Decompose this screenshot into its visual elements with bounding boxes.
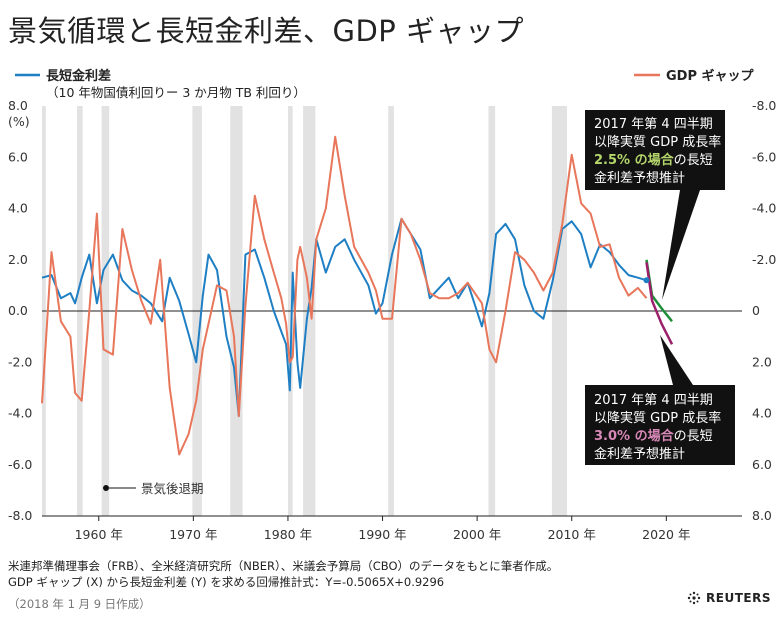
legend-spread-label: 長短金利差 bbox=[46, 68, 111, 84]
y-right-tick-label: 6.0 bbox=[752, 457, 772, 472]
y-left-tick-label: -4.0 bbox=[8, 406, 32, 421]
x-tick-label: 1960 年 bbox=[75, 527, 123, 542]
annotation-upper-highlight: 2.5% の場合 bbox=[594, 152, 675, 168]
x-tick-label: 2020 年 bbox=[642, 527, 690, 542]
y-left-tick-label: 0.0 bbox=[8, 303, 28, 318]
y-left-tick-label: 4.0 bbox=[8, 201, 28, 216]
y-left-tick-label: -8.0 bbox=[8, 508, 32, 523]
y-left-unit: (%) bbox=[8, 114, 30, 129]
series-line bbox=[41, 217, 647, 418]
recession-legend-marker bbox=[103, 485, 109, 491]
y-right-tick-label: -4.0 bbox=[752, 201, 776, 216]
annotation-lower-highlight: 3.0% の場合 bbox=[594, 428, 675, 444]
footer-date: （2018 年 1 月 9 日作成） bbox=[8, 597, 151, 611]
svg-text:金利差予想推計: 金利差予想推計 bbox=[594, 446, 685, 462]
chart-title: 景気循環と長短金利差、GDP ギャップ bbox=[8, 14, 525, 48]
y-left-tick-label: -2.0 bbox=[8, 354, 32, 369]
series-line bbox=[41, 135, 648, 456]
svg-text:以降実質 GDP 成長率: 以降実質 GDP 成長率 bbox=[594, 134, 721, 150]
x-tick-label: 2000 年 bbox=[453, 527, 501, 542]
legend-gap-label: GDP ギャップ bbox=[666, 68, 755, 84]
footer-source: 米連邦準備理事会（FRB）、全米経済研究所（NBER）、米議会予算局（CBO）の… bbox=[8, 559, 559, 573]
y-left-tick-label: 6.0 bbox=[8, 149, 28, 164]
legend-spread-sub: （10 年物国債利回りー 3 か月物 TB 利回り） bbox=[46, 85, 306, 100]
svg-text:2017 年第 4 四半期: 2017 年第 4 四半期 bbox=[594, 117, 713, 132]
y-right-tick-label: -6.0 bbox=[752, 149, 776, 164]
svg-text:3.0% の場合の長短: 3.0% の場合の長短 bbox=[594, 428, 713, 444]
y-right-tick-label: 2.0 bbox=[752, 354, 772, 369]
y-right-tick-label: 4.0 bbox=[752, 406, 772, 421]
x-tick-label: 1970 年 bbox=[169, 527, 217, 542]
spread-last-point bbox=[643, 277, 650, 284]
reuters-brand: REUTERS bbox=[706, 591, 771, 605]
y-left-tick-label: -6.0 bbox=[8, 457, 32, 472]
reuters-dots-icon bbox=[687, 591, 701, 605]
svg-text:以降実質 GDP 成長率: 以降実質 GDP 成長率 bbox=[594, 410, 721, 426]
axes: 8.0 -8.0 6.0 -6.0 4.0 -4.0 2.0 -2.0 0.0 0 -2.0 2.0 -… bbox=[8, 98, 776, 542]
y-right-tick-label: -2.0 bbox=[752, 252, 776, 267]
x-tick-label: 2010 年 bbox=[548, 527, 596, 542]
y-left-tick-label: 2.0 bbox=[8, 252, 28, 267]
svg-text:金利差予想推計: 金利差予想推計 bbox=[594, 170, 685, 186]
reuters-logo: REUTERS bbox=[686, 590, 771, 606]
annotation-lower: 2017 年第 4 四半期 以降実質 GDP 成長率 3.0% の場合の長短 金… bbox=[585, 335, 735, 465]
footer-formula: GDP ギャップ (X) から長短金利差 (Y) を求める回帰推計式：Y=-0.… bbox=[8, 575, 445, 589]
recession-legend-label: 景気後退期 bbox=[141, 481, 204, 496]
svg-text:2.5% の場合の長短: 2.5% の場合の長短 bbox=[594, 152, 713, 168]
annotation-upper: 2017 年第 4 四半期 以降実質 GDP 成長率 2.5% の場合の長短 金… bbox=[585, 110, 725, 300]
svg-text:2017 年第 4 四半期: 2017 年第 4 四半期 bbox=[594, 393, 713, 408]
y-right-tick-label: 0 bbox=[752, 303, 760, 318]
x-tick-label: 1980 年 bbox=[264, 527, 312, 542]
series-line bbox=[645, 262, 674, 345]
y-left-tick-label: 8.0 bbox=[8, 98, 28, 113]
y-right-tick-label: 8.0 bbox=[752, 508, 772, 523]
y-right-tick-label: -8.0 bbox=[752, 98, 776, 113]
series-lines bbox=[41, 135, 674, 456]
x-tick-label: 1990 年 bbox=[358, 527, 406, 542]
